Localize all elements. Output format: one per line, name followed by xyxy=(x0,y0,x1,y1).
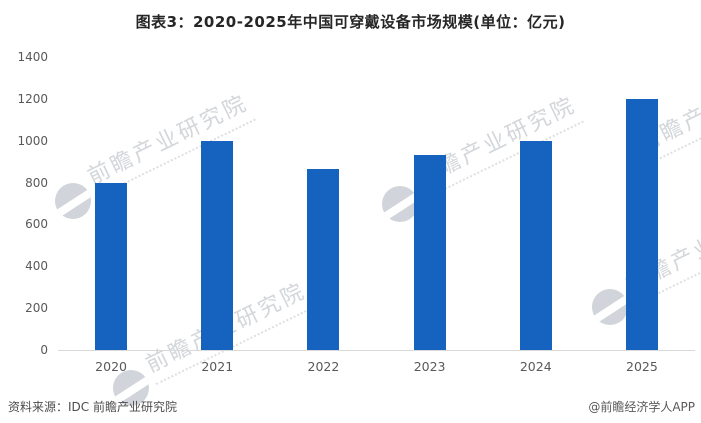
y-tick-label: 1200 xyxy=(17,91,48,106)
y-tick-label: 1000 xyxy=(17,133,48,148)
x-tick-label: 2021 xyxy=(201,359,234,374)
x-tick-label: 2020 xyxy=(95,359,127,374)
chart-title: 图表3：2020-2025年中国可穿戴设备市场规模(单位：亿元) xyxy=(135,13,566,31)
plot-area xyxy=(58,57,695,351)
bar-column xyxy=(58,57,164,350)
bar-2022 xyxy=(307,168,340,350)
x-tick-label: 2023 xyxy=(413,359,446,374)
bar-2024 xyxy=(519,140,552,350)
bar-column xyxy=(377,57,483,350)
bar-series xyxy=(58,57,695,350)
x-tick-label: 2022 xyxy=(307,359,340,374)
y-tick-label: 0 xyxy=(40,343,48,357)
source-note: 资料来源：IDC 前瞻产业研究院 xyxy=(8,400,177,414)
bar-column xyxy=(164,57,270,350)
bar-column xyxy=(483,57,589,350)
bar-2025 xyxy=(625,98,658,350)
y-tick-label: 400 xyxy=(25,259,48,274)
bar-2023 xyxy=(413,155,446,350)
y-tick-label: 600 xyxy=(25,217,48,232)
y-tick-label: 200 xyxy=(25,301,48,316)
bar-column xyxy=(270,57,376,350)
bar-2021 xyxy=(201,140,234,350)
y-tick-label: 1400 xyxy=(17,50,48,64)
credit-note: @前瞻经济学人APP xyxy=(588,400,695,414)
bar-2020 xyxy=(95,182,128,350)
x-tick-label: 2024 xyxy=(519,359,552,374)
x-tick-label: 2025 xyxy=(626,359,658,374)
y-axis: 0 200 400 600 800 1000 1200 1400 xyxy=(0,50,48,357)
x-axis: 2020 2021 2022 2023 2024 2025 xyxy=(58,359,695,374)
y-tick-label: 800 xyxy=(25,175,48,190)
bar-column xyxy=(589,57,695,350)
